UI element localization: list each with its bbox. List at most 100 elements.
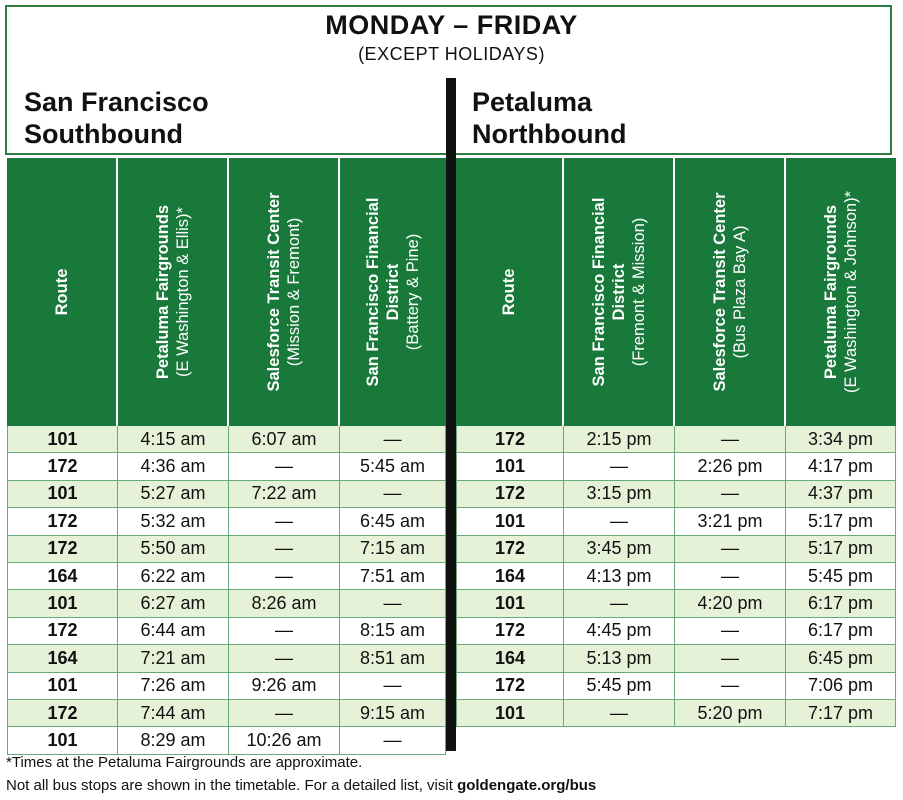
northbound-time-cell: 5:45 pm <box>564 672 675 699</box>
northbound-title-line2: Northbound <box>472 119 627 149</box>
northbound-time-cell: 6:17 pm <box>786 617 896 645</box>
southbound-time-cell: 8:26 am <box>229 590 340 617</box>
southbound-title: San Francisco Southbound <box>24 86 209 150</box>
southbound-time-cell: 6:27 am <box>118 590 229 617</box>
southbound-title-line2: Southbound <box>24 119 183 149</box>
southbound-time-cell: — <box>229 645 340 672</box>
southbound-row: 101 8:29 am 10:26 am — <box>7 727 446 755</box>
northbound-route-cell: 101 <box>456 590 564 617</box>
northbound-time-cell: 3:15 pm <box>564 480 675 508</box>
southbound-time-cell: 7:44 am <box>118 699 229 727</box>
southbound-time-cell: 5:50 am <box>118 535 229 562</box>
notice-link[interactable]: goldengate.org/bus <box>457 777 597 794</box>
northbound-time-cell: — <box>675 562 786 590</box>
northbound-title-line1: Petaluma <box>472 87 593 117</box>
northbound-route-cell: 164 <box>456 562 564 590</box>
northbound-time-cell: 7:06 pm <box>786 672 896 699</box>
northbound-time-cell: 5:45 pm <box>786 562 896 590</box>
northbound-row: 164 4:13 pm —5:45 pm <box>456 562 896 591</box>
northbound-time-cell: 7:17 pm <box>786 699 896 727</box>
northbound-col-route: Route <box>456 158 564 426</box>
northbound-time-cell: 5:13 pm <box>564 645 675 672</box>
southbound-time-cell: 6:44 am <box>118 617 229 645</box>
southbound-time-cell: — <box>229 453 340 480</box>
northbound-time-cell: — <box>564 699 675 727</box>
northbound-route-cell: 172 <box>456 480 564 508</box>
southbound-row: 172 7:44 am —9:15 am <box>7 699 446 728</box>
northbound-row: 101—5:20 pm 7:17 pm <box>456 699 896 728</box>
southbound-time-cell: 10:26 am <box>229 727 340 754</box>
southbound-time-cell: 4:15 am <box>118 426 229 453</box>
southbound-time-cell: — <box>229 535 340 562</box>
northbound-time-cell: — <box>564 453 675 480</box>
southbound-table: 101 4:15 am 6:07 am —172 4:36 am —5:45 am 101 5… <box>7 426 446 755</box>
southbound-time-cell: 5:45 am <box>340 453 446 480</box>
southbound-route-cell: 101 <box>7 590 118 617</box>
northbound-col-salesforce: Salesforce Transit Center (Bus Plaza Bay… <box>675 158 786 426</box>
southbound-route-cell: 172 <box>7 508 118 535</box>
southbound-route-cell: 172 <box>7 535 118 562</box>
southbound-col-petaluma: Petaluma Fairgrounds (E Washington & Ell… <box>118 158 229 426</box>
southbound-time-cell: 6:45 am <box>340 508 446 535</box>
northbound-route-cell: 172 <box>456 617 564 645</box>
southbound-time-cell: — <box>229 562 340 590</box>
southbound-time-cell: 7:51 am <box>340 562 446 590</box>
northbound-col-petaluma: Petaluma Fairgrounds (E Washington & Joh… <box>822 190 860 394</box>
northbound-time-cell: 3:34 pm <box>786 426 896 453</box>
southbound-time-cell: 8:29 am <box>118 727 229 754</box>
schedule-title: MONDAY – FRIDAY <box>325 10 578 40</box>
northbound-time-cell: — <box>675 480 786 508</box>
southbound-title-line1: San Francisco <box>24 87 209 117</box>
northbound-route-cell: 164 <box>456 645 564 672</box>
southbound-time-cell: — <box>229 699 340 727</box>
southbound-time-cell: 9:15 am <box>340 699 446 727</box>
southbound-time-cell: 8:15 am <box>340 617 446 645</box>
northbound-route-cell: 172 <box>456 672 564 699</box>
northbound-time-cell: 3:21 pm <box>675 508 786 535</box>
southbound-row: 101 4:15 am 6:07 am — <box>7 426 446 454</box>
northbound-time-cell: — <box>564 508 675 535</box>
southbound-row: 101 7:26 am 9:26 am — <box>7 672 446 700</box>
southbound-time-cell: 7:22 am <box>229 480 340 508</box>
northbound-time-cell: 5:20 pm <box>675 699 786 727</box>
northbound-time-cell: 6:17 pm <box>786 590 896 617</box>
northbound-time-cell: 5:17 pm <box>786 508 896 535</box>
southbound-time-cell: — <box>340 480 446 508</box>
northbound-row: 172 3:15 pm —4:37 pm <box>456 480 896 509</box>
northbound-row: 172 4:45 pm —6:17 pm <box>456 617 896 646</box>
southbound-route-cell: 172 <box>7 617 118 645</box>
southbound-time-cell: 4:36 am <box>118 453 229 480</box>
southbound-route-cell: 172 <box>7 453 118 480</box>
southbound-time-cell: — <box>340 590 446 617</box>
northbound-time-cell: 3:45 pm <box>564 535 675 562</box>
northbound-route-cell: 172 <box>456 426 564 453</box>
southbound-route-cell: 172 <box>7 699 118 727</box>
southbound-route-cell: 101 <box>7 426 118 453</box>
northbound-time-cell: — <box>675 617 786 645</box>
northbound-route-cell: 101 <box>456 453 564 480</box>
notice-text: Not all bus stops are shown in the timet… <box>6 777 458 794</box>
southbound-route-cell: 164 <box>7 645 118 672</box>
northbound-time-cell: — <box>564 590 675 617</box>
southbound-col-financial: San Francisco Financial District (Batter… <box>364 197 422 387</box>
southbound-route-cell: 101 <box>7 727 118 754</box>
northbound-time-cell: 4:45 pm <box>564 617 675 645</box>
southbound-time-cell: 5:32 am <box>118 508 229 535</box>
southbound-time-cell: — <box>340 727 446 754</box>
southbound-row: 101 6:27 am 8:26 am — <box>7 590 446 618</box>
northbound-time-cell: 4:13 pm <box>564 562 675 590</box>
northbound-time-cell: 2:15 pm <box>564 426 675 453</box>
northbound-title: Petaluma Northbound <box>472 86 626 150</box>
northbound-header: Route San Francisco Financial District (… <box>456 158 896 426</box>
northbound-time-cell: — <box>675 672 786 699</box>
southbound-time-cell: 6:07 am <box>229 426 340 453</box>
northbound-time-cell: — <box>675 426 786 453</box>
northbound-route-cell: 101 <box>456 699 564 727</box>
southbound-row: 101 5:27 am 7:22 am — <box>7 480 446 509</box>
southbound-time-cell: 7:26 am <box>118 672 229 699</box>
southbound-route-cell: 164 <box>7 562 118 590</box>
notice: Not all bus stops are shown in the timet… <box>6 777 596 794</box>
southbound-row: 164 7:21 am —8:51 am <box>7 645 446 673</box>
southbound-time-cell: 5:27 am <box>118 480 229 508</box>
northbound-time-cell: 5:17 pm <box>786 535 896 562</box>
